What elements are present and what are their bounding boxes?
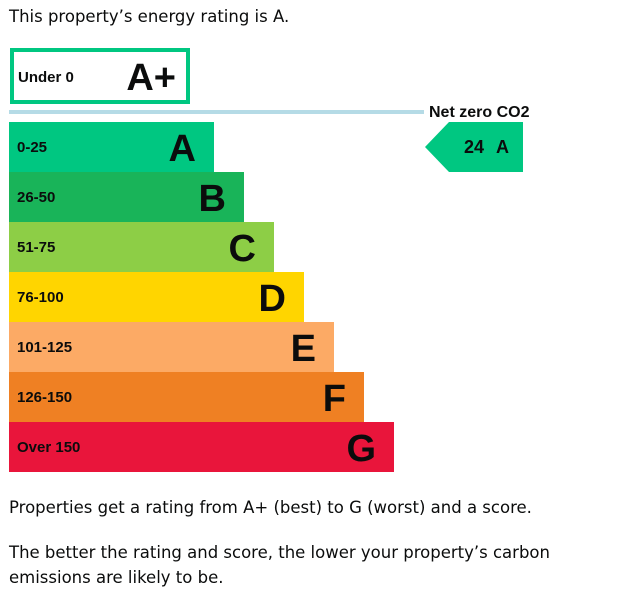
aplus-band-range: Under 0 [18,69,74,86]
rating-band-bar [9,422,394,472]
aplus-band-letter: A+ [126,57,176,99]
rating-summary: This property’s energy rating is A. [9,7,290,26]
rating-band-bar [9,372,364,422]
rating-band-bar [9,222,274,272]
current-rating-score: 24 [464,137,484,157]
carbon-explanation: The better the rating and score, the low… [9,543,550,587]
rating-band-letter: D [259,278,286,320]
rating-band-e: 101-125 E [9,322,334,372]
rating-band-bar [9,172,244,222]
rating-band-range: 26-50 [17,189,55,206]
rating-band-range: 51-75 [17,239,55,256]
rating-band-letter: B [199,178,226,220]
energy-rating-chart: Under 0 A+ Net zero CO2 0-25 A26-50 B51-75… [9,48,530,472]
rating-band-letter: F [323,378,346,420]
rating-band-range: 101-125 [17,339,72,356]
rating-band-bar [9,122,214,172]
rating-band-letter: E [291,328,316,370]
rating-band-range: 126-150 [17,389,72,406]
rating-band-letter: A [169,128,196,170]
rating-band-b: 26-50 B [9,172,244,222]
rating-band-d: 76-100 D [9,272,304,322]
rating-band-letter: C [229,228,256,270]
rating-band-f: 126-150 F [9,372,364,422]
rating-explanation: Properties get a rating from A+ (best) t… [9,498,532,517]
rating-band-range: 0-25 [17,139,47,156]
rating-band-letter: G [346,428,376,470]
rating-band-a: 0-25 A [9,122,214,172]
current-rating-letter: A [496,137,509,157]
aplus-band-box [10,48,190,104]
rating-band-c: 51-75 C [9,222,274,272]
current-rating-arrow [425,122,523,172]
rating-band-bar [9,322,334,372]
rating-band-bar [9,272,304,322]
net-zero-label: Net zero CO2 [429,104,530,121]
rating-band-g: Over 150 G [9,422,394,472]
rating-band-range: Over 150 [17,439,80,456]
rating-band-range: 76-100 [17,289,64,306]
rating-bands: 0-25 A 26-50 B 51-75 C 76-100 D 101-125 E 126-150 F… [9,122,394,472]
